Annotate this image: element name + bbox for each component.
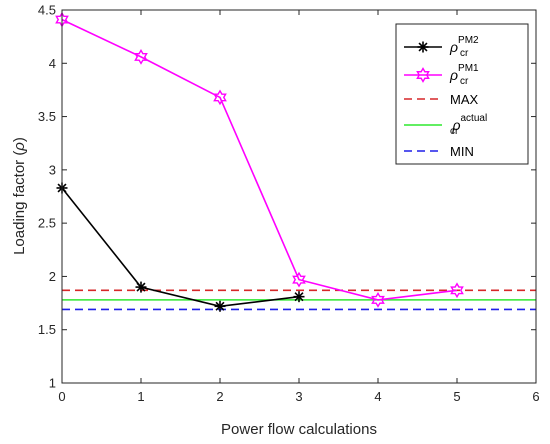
series-pm1-point [292, 271, 306, 288]
x-tick-label: 3 [295, 389, 302, 404]
series-pm1-line [61, 18, 458, 301]
legend-label: ρactual cr [450, 113, 487, 137]
y-tick-label: 3 [49, 162, 56, 177]
series-pm1-point [213, 89, 227, 106]
series-pm2-point [214, 300, 226, 312]
x-axis-title: Power flow calculations [221, 421, 377, 438]
legend-item-actual: ρactual cr [404, 113, 487, 137]
legend-item-max: MAX [404, 92, 479, 107]
y-axis-title: Loading factor (ρ) [11, 137, 28, 255]
x-tick-label: 2 [216, 389, 223, 404]
series-pm1-point [134, 48, 148, 65]
legend-item-min: MIN [404, 144, 474, 159]
x-tick-label: 1 [137, 389, 144, 404]
y-tick-label: 1 [49, 376, 56, 391]
legend: ρPM2 cr ρPM1 cr MAX ρactual cr MIN [395, 23, 529, 165]
y-axis: 1 1.5 2 2.5 3 3.5 4 4.5 [38, 3, 536, 391]
legend-label: MIN [450, 144, 474, 159]
y-tick-label: 3.5 [38, 109, 56, 124]
x-tick-label: 4 [374, 389, 381, 404]
legend-marker [416, 67, 430, 83]
series-pm2-point [135, 281, 147, 293]
legend-item-pm2: ρPM2 cr [404, 35, 479, 59]
x-tick-label: 0 [58, 389, 65, 404]
legend-item-pm1: ρPM1 cr [404, 63, 479, 87]
series-pm1-point [371, 291, 385, 308]
x-axis: 0 1 2 3 4 5 6 [58, 10, 540, 404]
x-tick-label: 6 [532, 389, 539, 404]
legend-label: MAX [450, 92, 479, 107]
y-tick-label: 1.5 [38, 322, 56, 337]
series-pm1-point [450, 282, 464, 299]
y-tick-label: 4.5 [38, 3, 56, 18]
legend-label: ρPM1 cr [449, 63, 479, 87]
x-tick-label: 5 [453, 389, 460, 404]
y-tick-label: 2 [49, 269, 56, 284]
legend-marker [417, 41, 429, 53]
series-pm2-line [61, 187, 300, 308]
y-tick-label: 4 [49, 56, 56, 71]
legend-label: ρPM2 cr [449, 35, 479, 59]
series-pm2-point [293, 291, 305, 303]
y-tick-label: 2.5 [38, 216, 56, 231]
